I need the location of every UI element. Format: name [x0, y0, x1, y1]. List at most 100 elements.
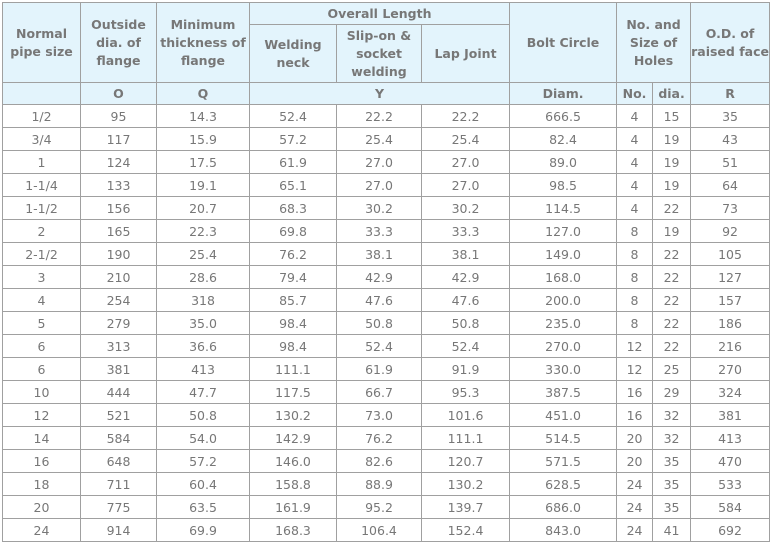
- table-cell: 92: [690, 219, 771, 243]
- table-body: 1/2 95 14.3 52.4 22.2 22.2 666.5 4 15 35 3/4 117 15.…: [2, 104, 771, 542]
- table-cell: 33.3: [420, 219, 511, 243]
- table-cell: 52.4: [249, 104, 337, 128]
- table-cell: 24: [616, 472, 654, 496]
- table-row: 1 124 17.5 61.9 27.0 27.0 89.0 4 19 51: [2, 150, 771, 174]
- table-cell: 88.9: [336, 472, 422, 496]
- header-outside-dia: Outside dia. of flange: [80, 2, 157, 83]
- table-cell: 648: [80, 449, 157, 473]
- table-cell: 25.4: [336, 127, 422, 151]
- table-cell: 35: [652, 495, 692, 519]
- table-cell: 50.8: [420, 311, 511, 335]
- table-cell: 32: [652, 426, 692, 450]
- table-row: 14 584 54.0 142.9 76.2 111.1 514.5 20 32 413: [2, 426, 771, 450]
- table-cell: 54.0: [156, 426, 250, 450]
- table-cell: 73.0: [336, 403, 422, 427]
- table-cell: 27.0: [336, 150, 422, 174]
- table-cell: 95.3: [420, 380, 511, 404]
- table-row: 10 444 47.7 117.5 66.7 95.3 387.5 16 29 324: [2, 380, 771, 404]
- table-cell: 1: [2, 150, 81, 174]
- table-cell: 63.5: [156, 495, 250, 519]
- table-cell: 2: [2, 219, 81, 243]
- table-cell: 15.9: [156, 127, 250, 151]
- table-cell: 76.2: [336, 426, 422, 450]
- table-cell: 22: [652, 334, 692, 358]
- table-cell: 843.0: [509, 518, 618, 542]
- table-cell: 133: [80, 173, 157, 197]
- table-cell: 95.2: [336, 495, 422, 519]
- table-cell: 14.3: [156, 104, 250, 128]
- table-cell: 98.4: [249, 311, 337, 335]
- table-cell: 270: [690, 357, 771, 381]
- table-cell: 152.4: [420, 518, 511, 542]
- table-cell: 12: [616, 334, 654, 358]
- table-cell: 43: [690, 127, 771, 151]
- table-cell: 27.0: [336, 173, 422, 197]
- table-cell: 10: [2, 380, 81, 404]
- table-cell: 38.1: [336, 242, 422, 266]
- table-cell: 111.1: [420, 426, 511, 450]
- table-cell: 106.4: [336, 518, 422, 542]
- table-cell: 571.5: [509, 449, 618, 473]
- table-cell: 19: [652, 173, 692, 197]
- table-cell: 142.9: [249, 426, 337, 450]
- table-cell: 387.5: [509, 380, 618, 404]
- table-cell: 186: [690, 311, 771, 335]
- table-cell: 521: [80, 403, 157, 427]
- table-cell: 324: [690, 380, 771, 404]
- table-row: 2-1/2 190 25.4 76.2 38.1 38.1 149.0 8 22 105: [2, 242, 771, 266]
- table-row: 1-1/2 156 20.7 68.3 30.2 30.2 114.5 4 22 73: [2, 196, 771, 220]
- table-cell: 98.4: [249, 334, 337, 358]
- table-cell: 19: [652, 150, 692, 174]
- table-cell: 117: [80, 127, 157, 151]
- table-cell: 168.3: [249, 518, 337, 542]
- table-cell: 82.6: [336, 449, 422, 473]
- table-cell: 413: [156, 357, 250, 381]
- table-cell: 16: [616, 403, 654, 427]
- table-cell: 130.2: [420, 472, 511, 496]
- table-row: 4 254 318 85.7 47.6 47.6 200.0 8 22 157: [2, 288, 771, 312]
- table-cell: 16: [2, 449, 81, 473]
- table-cell: 24: [616, 495, 654, 519]
- table-cell: 330.0: [509, 357, 618, 381]
- table-cell: 235.0: [509, 311, 618, 335]
- table-row: 6 313 36.6 98.4 52.4 52.4 270.0 12 22 216: [2, 334, 771, 358]
- table-cell: 25.4: [420, 127, 511, 151]
- table-cell: 19.1: [156, 173, 250, 197]
- subheader-no: No.: [616, 82, 654, 105]
- table-row: 2 165 22.3 69.8 33.3 33.3 127.0 8 19 92: [2, 219, 771, 243]
- table-cell: 50.8: [156, 403, 250, 427]
- table-cell: 52.4: [336, 334, 422, 358]
- table-cell: 139.7: [420, 495, 511, 519]
- table-cell: 313: [80, 334, 157, 358]
- table-cell: 4: [616, 173, 654, 197]
- header-bolt-circle: Bolt Circle: [509, 2, 618, 83]
- table-cell: 27.0: [420, 173, 511, 197]
- table-cell: 8: [616, 242, 654, 266]
- table-cell: 17.5: [156, 150, 250, 174]
- table-cell: 29: [652, 380, 692, 404]
- header-min-thickness: Minimum thickness of flange: [156, 2, 250, 83]
- table-cell: 711: [80, 472, 157, 496]
- table-cell: 22.2: [420, 104, 511, 128]
- table-cell: 914: [80, 518, 157, 542]
- table-cell: 20: [616, 426, 654, 450]
- table-cell: 20: [2, 495, 81, 519]
- table-cell: 628.5: [509, 472, 618, 496]
- table-cell: 38.1: [420, 242, 511, 266]
- table-row: 3 210 28.6 79.4 42.9 42.9 168.0 8 22 127: [2, 265, 771, 289]
- table-cell: 533: [690, 472, 771, 496]
- table-cell: 30.2: [420, 196, 511, 220]
- table-cell: 4: [616, 196, 654, 220]
- table-cell: 69.8: [249, 219, 337, 243]
- table-cell: 381: [690, 403, 771, 427]
- table-cell: 19: [652, 127, 692, 151]
- table-cell: 32: [652, 403, 692, 427]
- table-row: 18 711 60.4 158.8 88.9 130.2 628.5 24 35 533: [2, 472, 771, 496]
- subheader-r: R: [690, 82, 771, 105]
- table-cell: 25.4: [156, 242, 250, 266]
- table-cell: 73: [690, 196, 771, 220]
- table-cell: 775: [80, 495, 157, 519]
- table-cell: 16: [616, 380, 654, 404]
- table-cell: 22.3: [156, 219, 250, 243]
- header-overall-length: Overall Length: [248, 2, 511, 25]
